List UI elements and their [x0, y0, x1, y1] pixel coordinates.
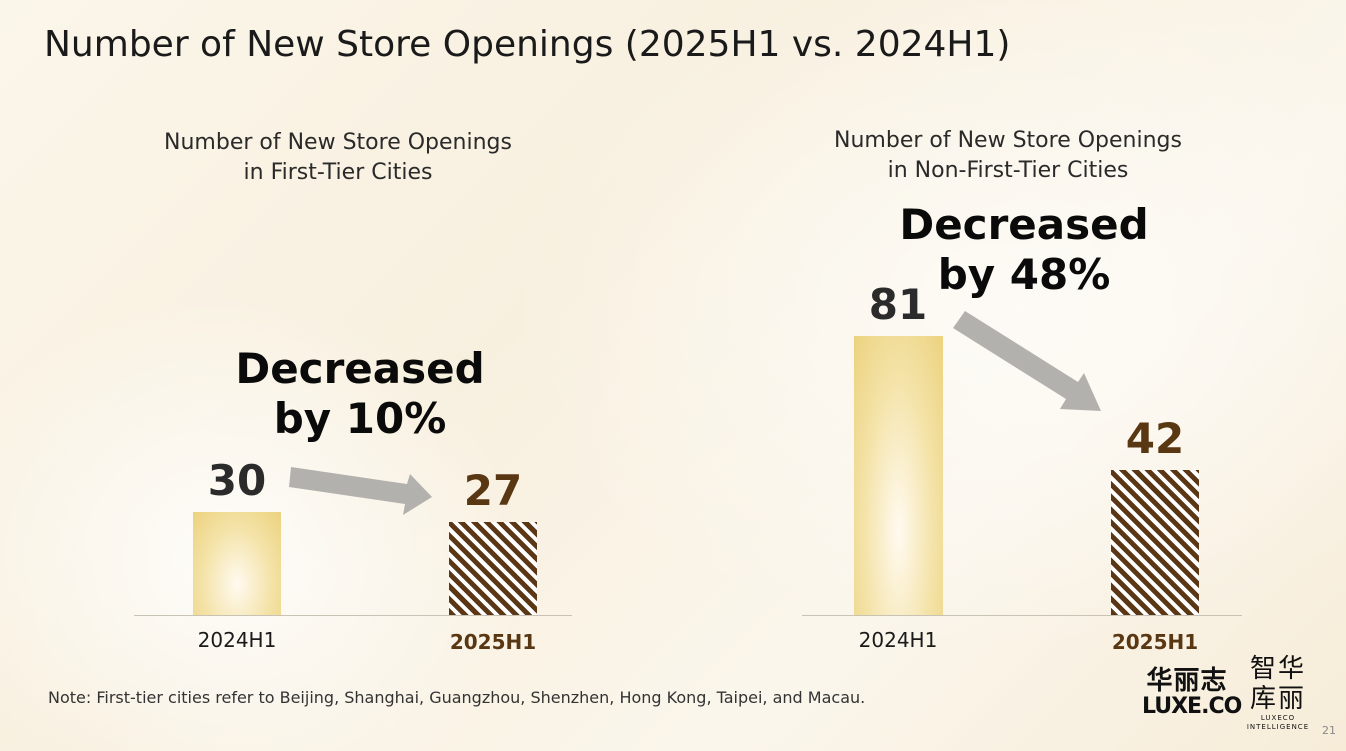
page-number: 21	[1322, 724, 1336, 737]
bar-2025h1	[449, 522, 537, 615]
chart-subtitle-line-1: Number of New Store Openings	[164, 130, 512, 155]
decrease-callout-line-2: by 10%	[273, 394, 447, 443]
bar-2025h1	[1111, 470, 1199, 615]
value-label-2024h1: 30	[207, 455, 267, 505]
chart-baseline	[134, 615, 572, 616]
luxeco-logo: 华丽志 LUXE.CO	[1142, 666, 1242, 719]
luxeco-logo-cn: 华丽志	[1146, 666, 1228, 696]
value-label-2025h1: 27	[463, 466, 523, 515]
bar-2024h1	[854, 336, 943, 615]
luxeco-logo-en: LUXE.CO	[1142, 694, 1242, 719]
bar-2024h1	[193, 511, 281, 615]
decrease-callout: Decreased by 48%	[864, 200, 1184, 300]
decrease-callout: Decreased by 10%	[200, 344, 520, 444]
chart-subtitle-line-2: in First-Tier Cities	[243, 160, 433, 185]
chart-baseline	[802, 615, 1242, 616]
category-label-2025h1: 2025H1	[1111, 630, 1199, 654]
category-label-2025h1: 2025H1	[449, 630, 537, 654]
intelligence-logo-en-1: LUXECO	[1260, 714, 1296, 722]
intelligence-logo-cn-2: 库丽	[1249, 684, 1306, 714]
value-label-2025h1: 42	[1125, 414, 1185, 464]
intelligence-logo-cn-1: 智华	[1249, 654, 1306, 684]
decrease-callout-line-1: Decreased	[235, 344, 485, 393]
category-label-2024h1: 2024H1	[858, 628, 938, 652]
decrease-arrow-icon	[289, 467, 432, 515]
decrease-arrow-icon	[953, 311, 1101, 411]
decrease-callout-line-1: Decreased	[899, 200, 1149, 249]
page-title: Number of New Store Openings (2025H1 vs.…	[44, 24, 1011, 65]
chart-subtitle-line-1: Number of New Store Openings	[834, 128, 1182, 153]
chart-subtitle-line-2: in Non-First-Tier Cities	[887, 158, 1129, 183]
footnote: Note: First-tier cities refer to Beijing…	[48, 688, 866, 707]
chart-subtitle: Number of New Store Openings in Non-Firs…	[788, 126, 1228, 186]
intelligence-logo-en-2: INTELLIGENCE	[1246, 723, 1310, 731]
chart-subtitle: Number of New Store Openings in First-Ti…	[118, 128, 558, 188]
luxeco-intelligence-logo: 智华 库丽 LUXECO INTELLIGENCE	[1246, 654, 1310, 732]
value-label-2024h1: 81	[868, 280, 928, 329]
category-label-2024h1: 2024H1	[197, 628, 277, 652]
decrease-callout-line-2: by 48%	[937, 250, 1111, 299]
